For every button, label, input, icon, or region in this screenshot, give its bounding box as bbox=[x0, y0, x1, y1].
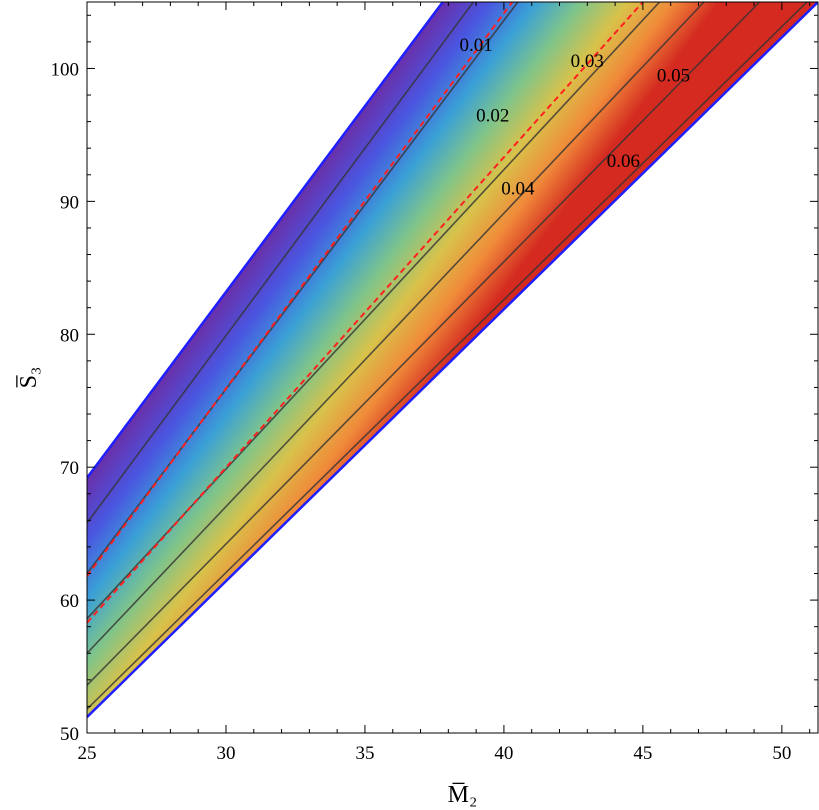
contour-label-0.04: 0.04 bbox=[501, 179, 535, 200]
contour-label-0.01: 0.01 bbox=[460, 35, 493, 56]
x-tick-label: 35 bbox=[355, 743, 374, 764]
y-axis-label: S̅₃ bbox=[16, 367, 42, 389]
contour-line-0.04 bbox=[87, 2, 705, 654]
contour-label-0.05: 0.05 bbox=[657, 66, 690, 87]
contour-line-0.01 bbox=[87, 2, 474, 524]
contour-line-0.05 bbox=[87, 2, 761, 686]
x-tick-label: 30 bbox=[216, 743, 235, 764]
contour-line-0.06 bbox=[87, 2, 808, 710]
x-tick-label: 45 bbox=[633, 743, 652, 764]
dashed-lines bbox=[87, 2, 644, 624]
x-tick-label: 25 bbox=[78, 743, 97, 764]
dashed-line-1 bbox=[87, 2, 514, 577]
region-boundaries bbox=[87, 2, 818, 718]
y-tick-label: 70 bbox=[60, 458, 79, 479]
y-tick-label: 90 bbox=[60, 192, 79, 213]
plot-area bbox=[87, 2, 818, 718]
plot-frame bbox=[86, 1, 819, 734]
y-tick-label: 100 bbox=[51, 59, 80, 80]
lower-boundary bbox=[87, 2, 818, 718]
contour-labels: 0.01 0.02 0.03 0.04 0.05 0.06 bbox=[460, 35, 691, 200]
x-tick-label: 50 bbox=[772, 743, 791, 764]
upper-boundary bbox=[87, 2, 444, 479]
y-axis-ticks: 50 60 70 80 90 100 bbox=[51, 14, 818, 745]
y-tick-label: 60 bbox=[60, 591, 79, 612]
contour-label-0.03: 0.03 bbox=[571, 51, 604, 72]
x-axis-ticks: 25 30 35 40 45 50 bbox=[78, 2, 811, 764]
contour-label-0.06: 0.06 bbox=[607, 151, 640, 172]
y-tick-label: 80 bbox=[60, 325, 79, 346]
contour-lines bbox=[87, 2, 808, 710]
dashed-line-2 bbox=[87, 2, 644, 624]
contour-label-0.02: 0.02 bbox=[476, 106, 509, 127]
x-axis-label: M̅₂ bbox=[448, 782, 478, 808]
x-tick-label: 40 bbox=[494, 743, 513, 764]
y-tick-label: 50 bbox=[60, 724, 79, 745]
